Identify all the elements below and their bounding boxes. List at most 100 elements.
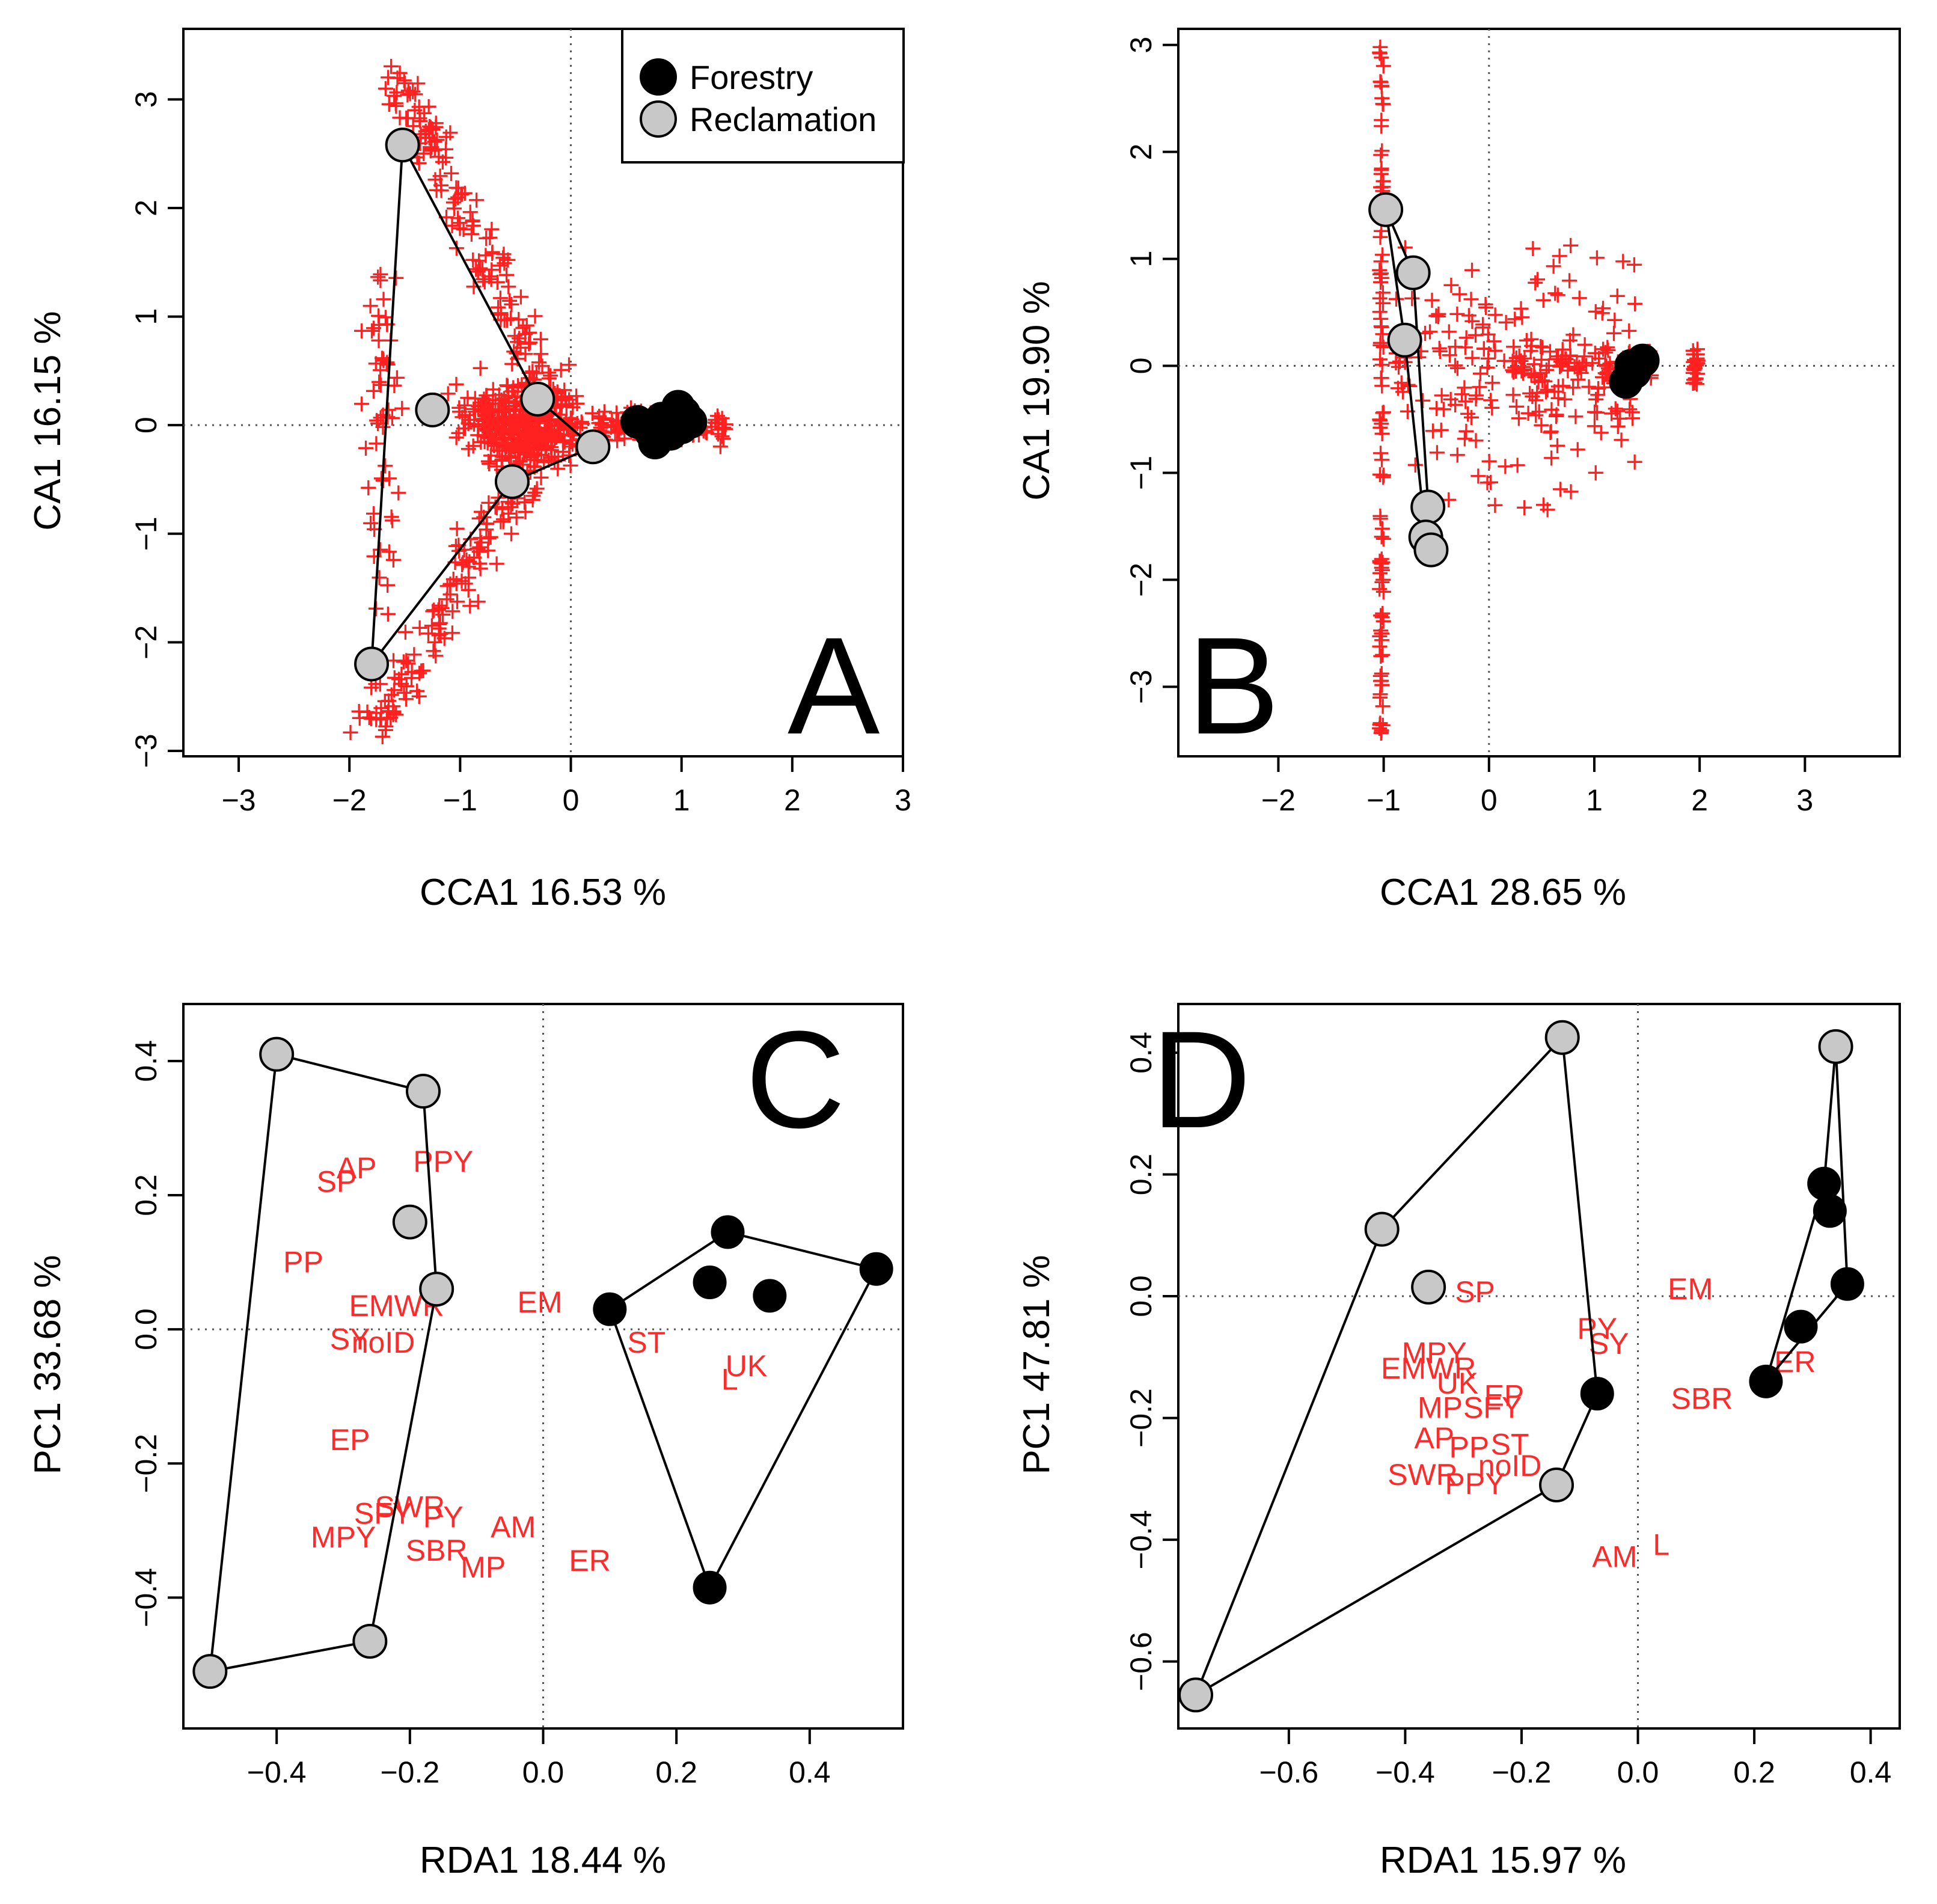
species-point: + (530, 415, 550, 443)
species-point: + (461, 525, 481, 553)
species-point: + (448, 174, 469, 201)
species-point: + (391, 670, 412, 697)
species-point: + (511, 283, 531, 310)
species-point: + (465, 384, 486, 412)
species-point: + (445, 548, 465, 576)
species-point: + (452, 403, 473, 430)
species-point: + (430, 620, 451, 647)
species-point: + (475, 402, 495, 430)
species-point: + (494, 240, 514, 268)
species-point: + (484, 426, 504, 454)
species-point: + (494, 306, 515, 334)
forestry-point (644, 402, 679, 436)
species-point: + (524, 442, 545, 470)
panel-b-xtick-label: 1 (1586, 783, 1603, 817)
species-point: + (541, 433, 562, 461)
species-point: + (522, 416, 543, 444)
species-point: + (430, 609, 451, 637)
species-point: + (496, 387, 516, 415)
species-point: + (479, 450, 500, 477)
species-point: + (501, 408, 521, 436)
species-point: + (534, 426, 554, 453)
species-point: + (1507, 452, 1528, 479)
species-point: + (504, 420, 524, 447)
panel-d-xtick-label: 0.4 (1850, 1756, 1892, 1789)
panel-a-xtick-label: 2 (784, 783, 801, 817)
species-label: AP (1414, 1421, 1454, 1455)
species-point: + (501, 436, 521, 464)
forestry-point (693, 1266, 727, 1300)
forestry-point (1813, 1194, 1847, 1228)
species-point: + (514, 434, 534, 462)
species-point: + (524, 425, 545, 453)
species-label: noID (352, 1326, 415, 1359)
species-point: + (513, 436, 534, 464)
species-label: MP (461, 1550, 506, 1584)
species-point: + (484, 429, 504, 456)
species-point: + (524, 435, 544, 462)
species-point: + (384, 697, 404, 725)
forestry-point (1580, 1377, 1614, 1411)
species-point: + (448, 419, 469, 447)
species-point: + (429, 142, 449, 170)
reclamation-point (1539, 1467, 1574, 1502)
species-point: + (554, 428, 575, 456)
species-point: + (476, 381, 497, 409)
species-point: + (398, 105, 418, 132)
species-point: + (509, 411, 530, 438)
species-point: + (499, 411, 519, 438)
species-point: + (381, 52, 402, 80)
species-point: + (378, 697, 399, 725)
species-point: + (1369, 714, 1390, 742)
species-point: + (474, 427, 495, 455)
species-point: + (1374, 461, 1394, 489)
species-point: + (394, 647, 414, 675)
panel-c-ytick-label: 0.2 (129, 1174, 163, 1216)
species-point: + (1434, 395, 1454, 423)
species-point: + (464, 395, 484, 423)
species-label: AM (491, 1510, 536, 1544)
species-point: + (513, 314, 533, 341)
species-point: + (419, 116, 439, 144)
species-point: + (464, 410, 485, 438)
species-point: + (515, 424, 535, 452)
species-point: + (433, 601, 453, 628)
species-point: + (531, 340, 551, 367)
species-point: + (489, 436, 510, 464)
species-point: + (356, 434, 376, 462)
panel-c-ytick-label: −0.4 (129, 1568, 163, 1627)
species-point: + (1371, 72, 1392, 100)
species-point: + (469, 504, 489, 532)
species-point: + (503, 426, 523, 453)
panel-a-xtick-label: −3 (222, 783, 256, 817)
species-point: + (536, 435, 557, 462)
species-point: + (489, 381, 509, 409)
species-point: + (495, 405, 515, 432)
species-point: + (386, 92, 406, 120)
species-point: + (376, 712, 396, 740)
species-point: + (464, 543, 485, 571)
species-point: + (448, 204, 468, 231)
species-point: + (470, 554, 491, 582)
species-point: + (473, 388, 493, 416)
reclamation-point (385, 127, 420, 163)
species-point: + (515, 411, 536, 439)
species-point: + (507, 412, 528, 440)
species-point: + (479, 395, 500, 423)
species-point: + (1688, 360, 1708, 388)
species-label: PPY (413, 1145, 473, 1178)
species-point: + (480, 523, 501, 551)
species-point: + (1449, 280, 1470, 308)
species-point: + (421, 135, 441, 163)
species-point: + (349, 697, 369, 725)
species-label: MP (1418, 1391, 1463, 1425)
species-point: + (468, 534, 488, 562)
species-point: + (515, 426, 536, 454)
species-point: + (483, 390, 503, 417)
species-label: EP (330, 1423, 370, 1457)
species-point: + (488, 268, 508, 296)
species-point: + (473, 256, 493, 283)
species-point: + (430, 162, 450, 189)
species-point: + (422, 115, 442, 142)
species-point: + (492, 387, 512, 414)
